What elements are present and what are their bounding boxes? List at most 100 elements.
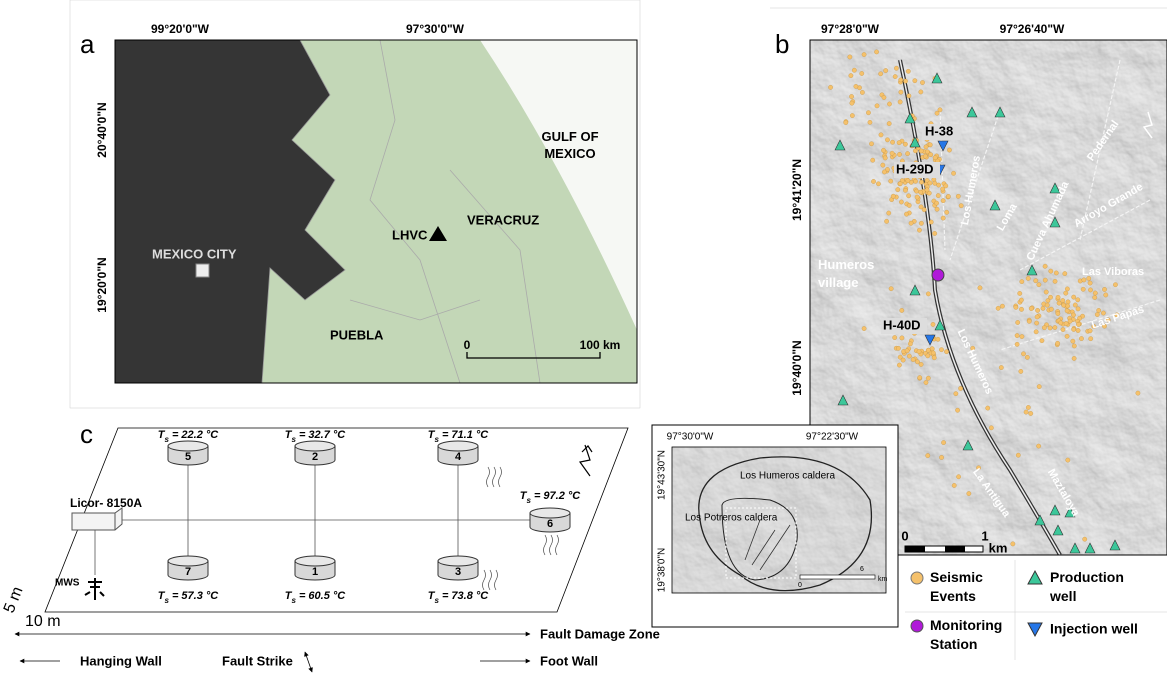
seismic-event bbox=[1063, 271, 1067, 275]
wall-label: Foot Wall bbox=[540, 653, 598, 668]
lat-label: 20°40'0"N bbox=[95, 102, 109, 157]
seismic-event bbox=[850, 113, 854, 117]
seismic-event bbox=[919, 149, 923, 153]
chamber-top bbox=[168, 556, 208, 566]
seismic-event bbox=[1083, 537, 1087, 541]
chamber-top bbox=[168, 441, 208, 451]
seismic-event bbox=[1049, 269, 1053, 273]
chamber-id: 7 bbox=[185, 566, 191, 578]
seismic-event bbox=[1053, 325, 1057, 329]
seismic-event bbox=[913, 78, 917, 82]
seismic-event bbox=[1089, 336, 1093, 340]
dimension-label: 5 m bbox=[1, 584, 27, 615]
seismic-event bbox=[1019, 307, 1023, 311]
seismic-event bbox=[954, 391, 958, 395]
temp-part: = 22.2 °C bbox=[172, 429, 219, 441]
temp-part: s bbox=[164, 596, 169, 605]
seismic-event bbox=[1076, 298, 1080, 302]
seismic-event bbox=[947, 148, 951, 152]
seismic-event bbox=[896, 346, 900, 350]
seismic-event bbox=[1093, 291, 1097, 295]
seismic-event bbox=[929, 220, 933, 224]
seismic-event bbox=[1024, 410, 1028, 414]
seismic-event bbox=[903, 79, 907, 83]
seismic-event bbox=[1102, 287, 1106, 291]
chamber-id: 6 bbox=[547, 518, 553, 530]
seismic-event bbox=[917, 228, 921, 232]
seismic-event bbox=[919, 180, 923, 184]
seismic-event bbox=[941, 216, 945, 220]
seismic-event bbox=[1072, 344, 1076, 348]
seismic-event bbox=[955, 408, 959, 412]
seismic-event bbox=[920, 80, 924, 84]
temp-part: s bbox=[434, 435, 439, 444]
seismic-event bbox=[1000, 304, 1004, 308]
seismic-event bbox=[1061, 327, 1065, 331]
seismic-event bbox=[887, 102, 891, 106]
seismic-event bbox=[1071, 339, 1075, 343]
seismic-event bbox=[956, 475, 960, 479]
seismic-event bbox=[883, 156, 887, 160]
seismic-event bbox=[1066, 300, 1070, 304]
seismic-event bbox=[900, 336, 904, 340]
seismic-event bbox=[907, 94, 911, 98]
seismic-event bbox=[1065, 304, 1069, 308]
seismic-event bbox=[934, 201, 938, 205]
seismic-event bbox=[935, 207, 939, 211]
seismic-event bbox=[924, 145, 928, 149]
seismic-event bbox=[828, 85, 832, 89]
seismic-event bbox=[1079, 336, 1083, 340]
temp-part: = 73.8 °C bbox=[442, 590, 489, 602]
seismic-event bbox=[1035, 308, 1039, 312]
seismic-event bbox=[852, 68, 856, 72]
seismic-event bbox=[1014, 305, 1018, 309]
seismic-event bbox=[1061, 298, 1065, 302]
seismic-event bbox=[1088, 288, 1092, 292]
temp-part: s bbox=[291, 596, 296, 605]
temp-part: s bbox=[526, 496, 531, 505]
scale-label: km bbox=[878, 576, 888, 583]
seismic-event bbox=[1064, 291, 1068, 295]
seismic-event bbox=[986, 406, 990, 410]
lon-label: 97°30'0"W bbox=[406, 22, 465, 36]
chamber-top bbox=[438, 441, 478, 451]
panel-letter: b bbox=[775, 29, 789, 59]
lon-label: 97°30'0"W bbox=[667, 432, 714, 443]
seismic-event bbox=[1054, 271, 1058, 275]
lat-label: 19°38'0"N bbox=[657, 548, 668, 593]
lon-label: 97°22'30"W bbox=[806, 432, 859, 443]
seismic-event bbox=[958, 386, 962, 390]
seismic-event bbox=[1045, 303, 1049, 307]
seismic-event bbox=[1018, 291, 1022, 295]
seismic-event bbox=[1029, 306, 1033, 310]
seismic-event bbox=[1048, 326, 1052, 330]
seismic-event bbox=[926, 292, 930, 296]
chamber-temp: Ts= 73.8 °C bbox=[428, 590, 490, 605]
seismic-event bbox=[897, 152, 901, 156]
seismic-event bbox=[923, 154, 927, 158]
seismic-event bbox=[890, 140, 894, 144]
seismic-event bbox=[1064, 321, 1068, 325]
seismic-event bbox=[933, 155, 937, 159]
seismic-event bbox=[887, 211, 891, 215]
place-label: PUEBLA bbox=[330, 327, 384, 342]
seismic-event bbox=[930, 347, 934, 351]
chamber-temp: Ts= 57.3 °C bbox=[158, 590, 220, 605]
seismic-event bbox=[898, 100, 902, 104]
seismic-event bbox=[903, 142, 907, 146]
seismic-event bbox=[933, 181, 937, 185]
scale-label: 100 km bbox=[580, 338, 621, 352]
seismic-event bbox=[889, 286, 893, 290]
chamber-top bbox=[295, 556, 335, 566]
seismic-event bbox=[905, 151, 909, 155]
lat-label: 19°43'30"N bbox=[657, 450, 668, 500]
seismic-event bbox=[1056, 295, 1060, 299]
lon-label: 97°26'40"W bbox=[1000, 22, 1065, 36]
seismic-event bbox=[879, 133, 883, 137]
seismic-event bbox=[1026, 276, 1030, 280]
seismic-event bbox=[1049, 307, 1053, 311]
seismic-event bbox=[928, 152, 932, 156]
seismic-event bbox=[1015, 333, 1019, 337]
seismic-event bbox=[1020, 334, 1024, 338]
seismic-event bbox=[915, 360, 919, 364]
